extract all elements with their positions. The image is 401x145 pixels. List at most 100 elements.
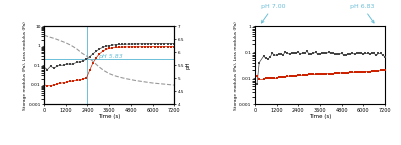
Point	[44, 68, 51, 71]
Point	[273, 54, 280, 57]
Point	[367, 53, 373, 55]
Point	[109, 47, 115, 49]
Point	[343, 54, 349, 56]
Point	[304, 50, 310, 52]
Point	[325, 51, 332, 53]
Point	[260, 55, 267, 57]
Point	[323, 72, 330, 75]
Point	[286, 75, 293, 77]
Point	[87, 56, 93, 58]
Point	[312, 51, 319, 53]
Y-axis label: pH: pH	[186, 61, 190, 69]
Point	[297, 53, 304, 55]
Point	[375, 70, 382, 72]
Point	[271, 54, 277, 56]
Point	[164, 42, 171, 45]
Point	[323, 52, 330, 55]
Point	[295, 74, 302, 76]
Point	[277, 53, 284, 55]
Point	[332, 72, 338, 74]
Point	[291, 75, 297, 77]
Point	[145, 42, 152, 45]
Point	[138, 46, 145, 48]
Point	[145, 46, 152, 48]
Point	[132, 46, 138, 48]
Point	[380, 69, 386, 72]
Point	[306, 53, 312, 55]
Point	[356, 52, 362, 55]
Point	[152, 46, 158, 48]
Point	[70, 62, 77, 65]
Point	[280, 76, 286, 78]
Point	[267, 77, 273, 79]
Point	[310, 73, 317, 76]
Point	[325, 72, 332, 75]
Point	[340, 54, 347, 56]
X-axis label: Time (s): Time (s)	[98, 114, 120, 119]
Point	[171, 46, 177, 48]
Point	[51, 84, 57, 86]
Point	[106, 44, 112, 47]
Point	[273, 77, 280, 79]
Point	[164, 46, 171, 48]
Point	[371, 52, 377, 55]
Point	[319, 52, 325, 55]
Point	[360, 53, 367, 55]
Point	[343, 72, 349, 74]
Point	[382, 69, 388, 72]
Point	[345, 53, 351, 55]
Point	[334, 72, 340, 74]
Point	[330, 72, 336, 75]
Point	[280, 54, 286, 56]
Point	[103, 48, 109, 51]
Point	[373, 54, 379, 57]
Point	[332, 53, 338, 55]
Point	[340, 72, 347, 74]
Point	[369, 52, 375, 55]
Point	[365, 52, 371, 55]
Point	[254, 75, 260, 77]
Point	[116, 43, 122, 46]
Point	[269, 77, 275, 79]
Point	[269, 52, 275, 55]
Point	[119, 43, 126, 45]
Point	[308, 73, 314, 76]
Point	[90, 53, 96, 55]
Point	[152, 42, 158, 45]
Point	[93, 50, 99, 52]
Point	[126, 46, 132, 48]
Point	[300, 74, 306, 76]
Point	[256, 61, 262, 64]
Point	[293, 75, 299, 77]
Point	[382, 56, 388, 58]
Point	[288, 52, 295, 54]
Point	[171, 42, 177, 45]
Point	[351, 71, 358, 74]
Point	[336, 72, 342, 74]
Point	[44, 85, 51, 87]
Point	[297, 74, 304, 76]
Y-axis label: Storage modulus (Pa), Loss modulus (Pa): Storage modulus (Pa), Loss modulus (Pa)	[23, 21, 27, 110]
Point	[373, 70, 379, 72]
Point	[142, 46, 148, 48]
Point	[148, 46, 155, 48]
Point	[57, 82, 64, 84]
Point	[314, 73, 321, 76]
Point	[300, 52, 306, 54]
Point	[288, 75, 295, 77]
Point	[338, 52, 345, 55]
Point	[67, 80, 73, 83]
Point	[96, 48, 103, 50]
Point	[271, 77, 277, 79]
Point	[334, 53, 340, 55]
Point	[380, 54, 386, 56]
Point	[41, 66, 47, 68]
Point	[158, 46, 164, 48]
Point	[365, 70, 371, 73]
Point	[284, 52, 291, 55]
Y-axis label: Storage modulus (Pa), Loss modulus (Pa): Storage modulus (Pa), Loss modulus (Pa)	[234, 21, 238, 110]
Point	[302, 52, 308, 55]
Point	[61, 81, 67, 84]
Point	[47, 85, 54, 87]
Point	[267, 56, 273, 58]
